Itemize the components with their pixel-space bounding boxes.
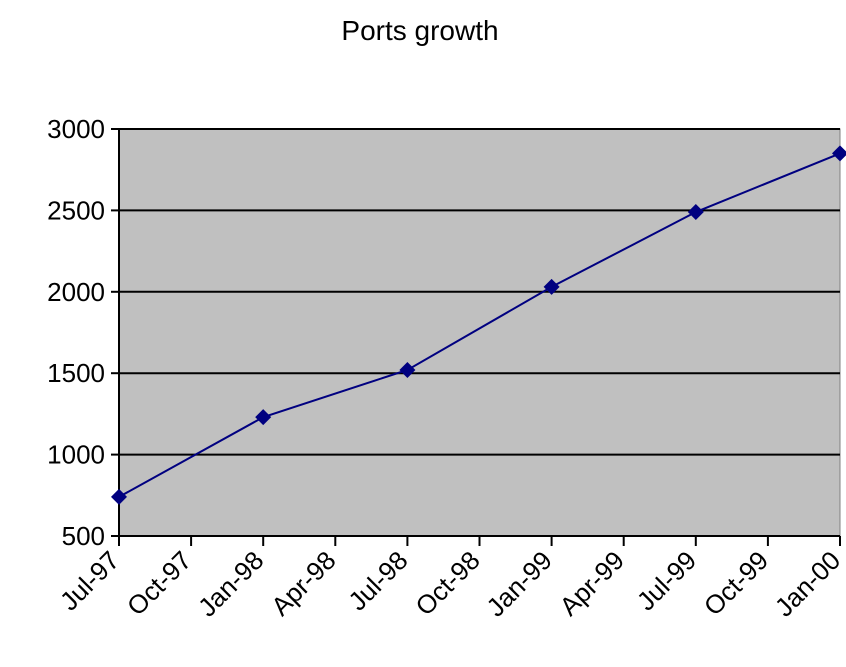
y-tick-label: 2000 — [47, 277, 105, 307]
series-layer — [111, 145, 846, 505]
gridlines — [119, 128, 840, 456]
plot-area — [118, 128, 841, 537]
x-tick-label: Jan-00 — [769, 545, 846, 622]
x-tick-label: Jul-98 — [342, 545, 413, 616]
series-line — [118, 152, 841, 498]
y-tick-label: 1500 — [47, 358, 105, 388]
data-point — [255, 409, 272, 426]
x-tick-label: Apr-98 — [265, 545, 341, 621]
data-point — [111, 488, 127, 505]
y-tick-label: 2500 — [47, 195, 105, 225]
x-tick-label: Jul-99 — [631, 545, 702, 616]
chart-title: Ports growth — [341, 15, 498, 46]
x-tick-label: Jan-99 — [480, 545, 557, 622]
data-point — [832, 145, 846, 162]
x-tick-label: Jul-97 — [54, 545, 125, 616]
x-tick-label: Oct-97 — [121, 545, 197, 621]
x-tick-label: Oct-99 — [698, 545, 774, 621]
y-tick-label: 1000 — [47, 440, 105, 470]
x-tick-label: Jan-98 — [192, 545, 269, 622]
data-point — [687, 204, 704, 221]
y-tick-label: 500 — [62, 521, 105, 551]
x-tick-label: Oct-98 — [409, 545, 485, 621]
data-point — [399, 361, 416, 378]
data-point — [543, 278, 560, 295]
x-tick-label: Apr-99 — [554, 545, 630, 621]
axes — [111, 128, 841, 546]
y-tick-label: 3000 — [47, 114, 105, 144]
